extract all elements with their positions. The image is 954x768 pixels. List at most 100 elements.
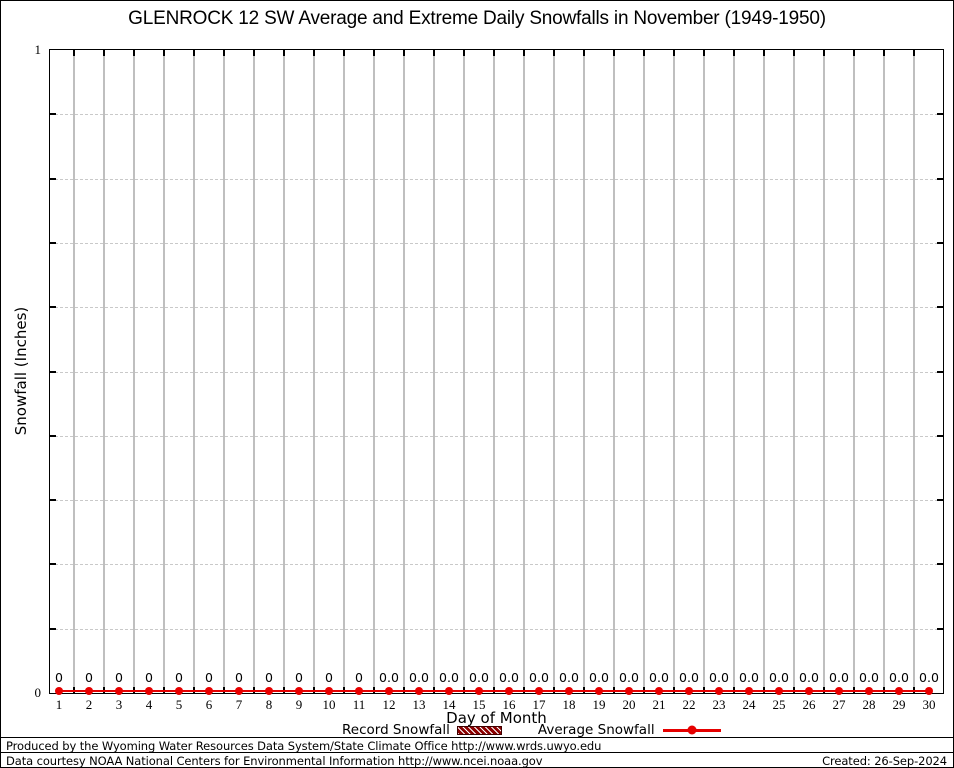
x-tick-top: [493, 50, 495, 56]
h-gridline: [50, 178, 943, 180]
x-tick-top: [403, 50, 405, 56]
x-tick-label: 23: [712, 697, 726, 712]
y-tick-right: [937, 177, 943, 180]
x-tick-label: 29: [892, 697, 906, 712]
h-gridline: [50, 435, 943, 437]
y-tick-left: [50, 177, 56, 180]
average-snowfall-point: [565, 687, 573, 695]
x-tick-label: 7: [235, 697, 243, 712]
average-snowfall-point: [835, 687, 843, 695]
average-snowfall-point: [175, 687, 183, 695]
data-point-label: 0.0: [649, 670, 669, 685]
x-tick-label: 14: [442, 697, 456, 712]
x-tick-top: [343, 50, 345, 56]
x-tick-top: [553, 50, 555, 56]
legend-label-record-snowfall: Record Snowfall: [342, 722, 450, 738]
y-tick-left: [50, 306, 56, 309]
x-tick-label: 13: [412, 697, 426, 712]
average-snowfall-point: [895, 687, 903, 695]
average-snowfall-point: [475, 687, 483, 695]
x-tick-top: [103, 50, 105, 56]
data-point-label: 0.0: [889, 670, 909, 685]
data-point-label: 0: [235, 670, 243, 685]
x-tick-top: [763, 50, 765, 56]
data-point-label: 0.0: [469, 670, 489, 685]
average-snowfall-point: [805, 687, 813, 695]
data-point-label: 0.0: [679, 670, 699, 685]
x-tick-top: [133, 50, 135, 56]
x-tick-label: 28: [862, 697, 876, 712]
average-snowfall-point: [55, 687, 63, 695]
average-snowfall-point: [865, 687, 873, 695]
data-point-label: 0.0: [709, 670, 729, 685]
average-snowfall-point: [595, 687, 603, 695]
data-point-label: 0.0: [799, 670, 819, 685]
x-tick-label: 16: [502, 697, 516, 712]
x-tick-label: 17: [532, 697, 546, 712]
x-tick-top: [73, 50, 75, 56]
average-snowfall-point: [325, 687, 333, 695]
x-tick-label: 10: [322, 697, 336, 712]
footer-created-date: Created: 26-Sep-2024: [822, 754, 947, 768]
x-tick-top: [913, 50, 915, 56]
x-tick-label: 4: [145, 697, 153, 712]
x-tick-label: 30: [922, 697, 936, 712]
data-point-label: 0.0: [769, 670, 789, 685]
data-point-label: 0.0: [739, 670, 759, 685]
data-point-label: 0: [265, 670, 273, 685]
data-point-label: 0.0: [589, 670, 609, 685]
y-tick-right: [937, 113, 943, 116]
h-gridline: [50, 500, 943, 502]
x-tick-top: [733, 50, 735, 56]
x-tick-label: 24: [742, 697, 756, 712]
h-gridline: [50, 307, 943, 309]
y-tick-right: [937, 627, 943, 630]
h-gridline: [50, 242, 943, 244]
chart-title: GLENROCK 12 SW Average and Extreme Daily…: [128, 8, 826, 29]
data-point-label: 0.0: [409, 670, 429, 685]
y-tick-right: [937, 434, 943, 437]
data-point-label: 0: [205, 670, 213, 685]
y-tick-left: [50, 499, 56, 502]
x-tick-top: [583, 50, 585, 56]
x-tick-label: 22: [682, 697, 696, 712]
data-point-label: 0.0: [619, 670, 639, 685]
average-snowfall-point: [505, 687, 513, 695]
x-tick-label: 15: [472, 697, 486, 712]
average-snowfall-point: [235, 687, 243, 695]
average-snowfall-point: [745, 687, 753, 695]
average-snowfall-point: [415, 687, 423, 695]
x-tick-label: 6: [205, 697, 213, 712]
x-tick-label: 9: [295, 697, 303, 712]
x-tick-label: 21: [652, 697, 666, 712]
average-snowfall-marker-icon: [687, 725, 697, 735]
data-point-label: 0.0: [559, 670, 579, 685]
data-point-label: 0: [295, 670, 303, 685]
x-tick-top: [853, 50, 855, 56]
y-tick-left: [50, 563, 56, 566]
plot-area: 0 0 0 0 0 0 0 0 0 0 0 0.0 0.0 0.0 0.0 0.0 0.0 0.0 0.0 0.0 0.…: [49, 49, 944, 695]
x-tick-label: 5: [175, 697, 183, 712]
footer-divider-top: [1, 737, 953, 738]
x-tick-label: 11: [352, 697, 366, 712]
average-snowfall-point: [145, 687, 153, 695]
average-snowfall-point: [685, 687, 693, 695]
average-snowfall-point: [355, 687, 363, 695]
x-tick-top: [223, 50, 225, 56]
footer-data-courtesy: Data courtesy NOAA National Centers for …: [6, 754, 543, 768]
data-point-label: 0: [325, 670, 333, 685]
record-snowfall-swatch-icon: [456, 725, 502, 735]
data-point-label: 0.0: [439, 670, 459, 685]
average-snowfall-swatch-icon: [662, 725, 721, 735]
data-point-label: 0: [115, 670, 123, 685]
x-tick-label: 20: [622, 697, 636, 712]
legend: Record Snowfall Average Snowfall: [342, 722, 721, 738]
y-tick-left: [50, 434, 56, 437]
average-snowfall-point: [115, 687, 123, 695]
x-tick-top: [613, 50, 615, 56]
y-tick-right: [937, 499, 943, 502]
average-snowfall-point: [265, 687, 273, 695]
data-point-label: 0: [85, 670, 93, 685]
h-gridline: [50, 628, 943, 630]
